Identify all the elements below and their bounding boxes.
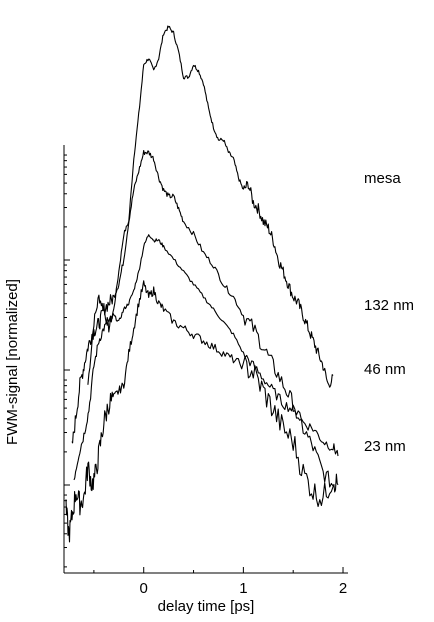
series-label: 46 nm xyxy=(364,361,406,378)
series-line-46-nm xyxy=(73,234,339,481)
series-lines xyxy=(65,25,339,543)
series-label: mesa xyxy=(364,170,401,187)
x-axis-title: delay time [ps] xyxy=(158,598,255,615)
series-line-132-nm xyxy=(71,149,334,488)
y-ticks xyxy=(64,154,70,568)
series-labels: mesa 132 nm 46 nm 23 nm xyxy=(364,170,414,455)
series-line-mesa xyxy=(87,25,334,388)
series-label: 23 nm xyxy=(364,438,406,455)
y-axis-title: FWM-signal [normalized] xyxy=(4,279,21,445)
x-tick-label: 1 xyxy=(239,580,247,597)
x-tick-label: 0 xyxy=(140,580,148,597)
chart-axes xyxy=(63,145,348,574)
x-tick-label: 2 xyxy=(339,580,347,597)
series-label: 132 nm xyxy=(364,297,414,314)
x-ticks: 0 1 2 xyxy=(93,567,347,597)
series-line-23-nm xyxy=(65,280,339,543)
